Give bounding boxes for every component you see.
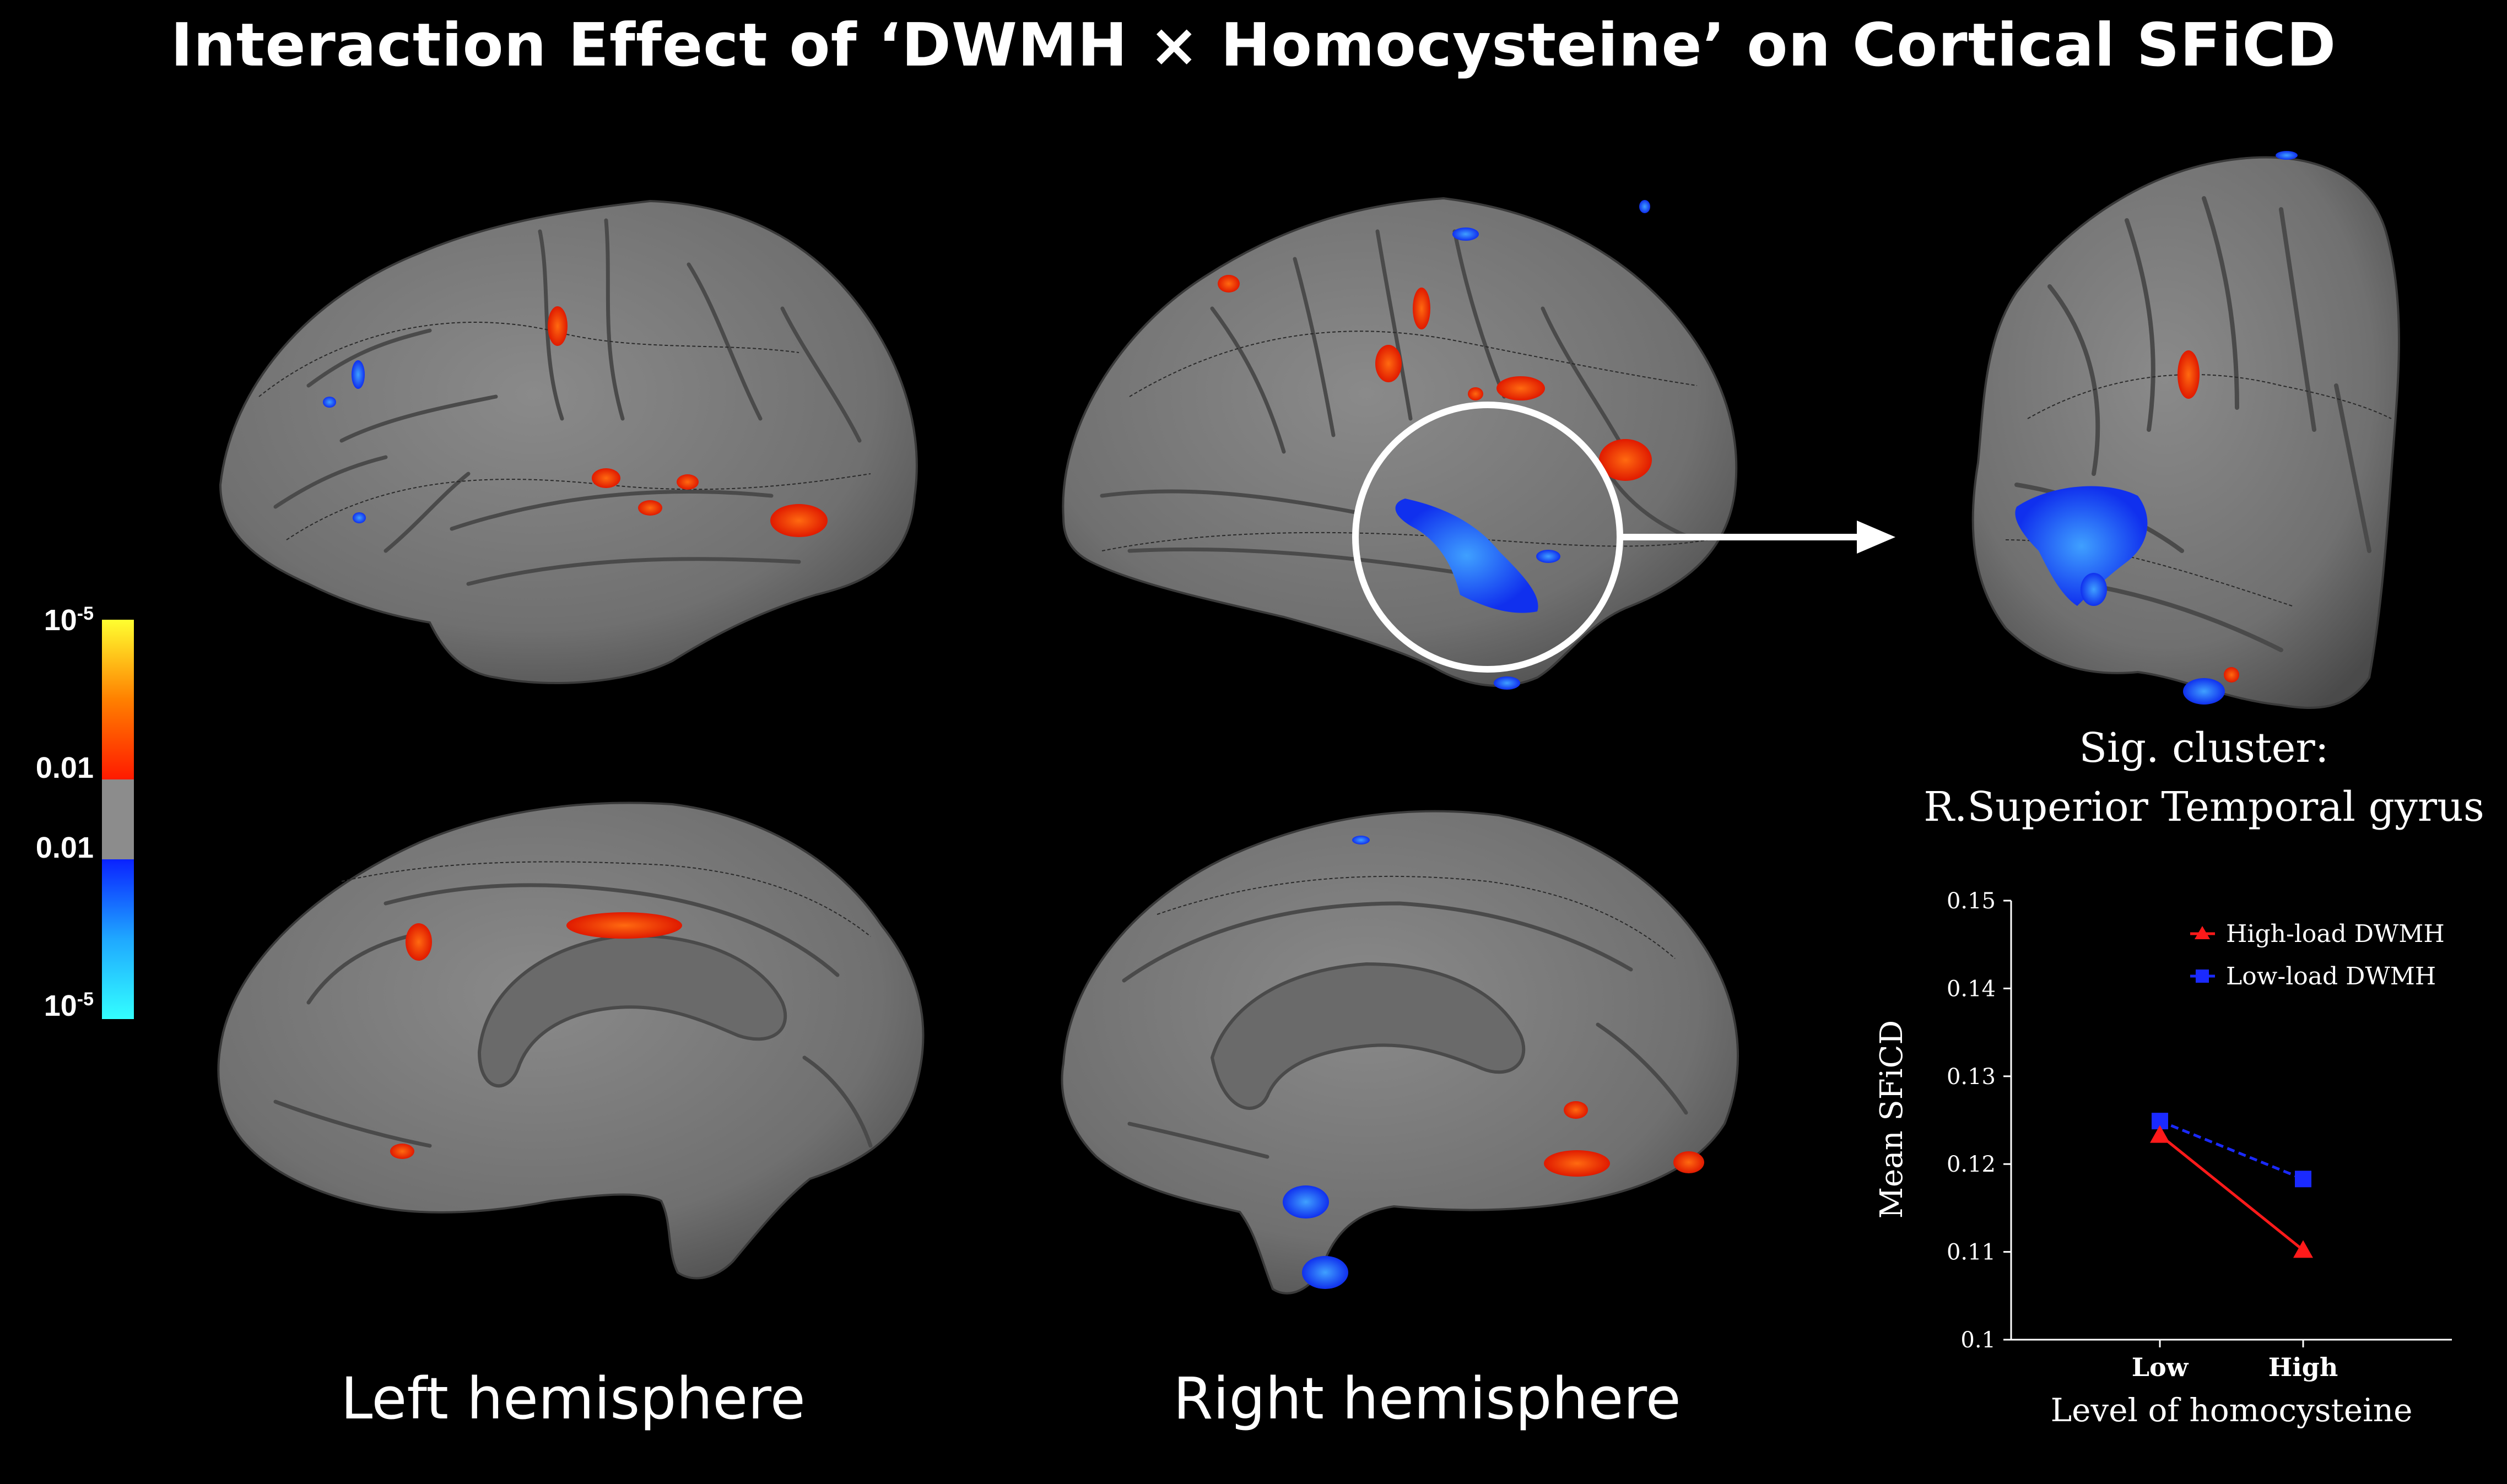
cluster-red bbox=[1468, 387, 1483, 400]
cluster-label-line2: R.Superior Temporal gyrus bbox=[1924, 783, 2484, 831]
colorbar-negative bbox=[102, 859, 134, 1019]
cluster-red bbox=[1564, 1101, 1588, 1119]
chart-x-axis-label: Level of homocysteine bbox=[2051, 1391, 2413, 1429]
zoomed-brain bbox=[1971, 151, 2400, 709]
y-tick-label: 0.1 bbox=[1960, 1328, 1996, 1353]
cluster-blue bbox=[1283, 1185, 1329, 1218]
series-point bbox=[2293, 1240, 2313, 1258]
series-point bbox=[2295, 1171, 2311, 1188]
chart-y-axis-label: Mean SFiCD bbox=[1874, 1020, 1910, 1219]
legend-label: High-load DWMH bbox=[2226, 920, 2445, 948]
right-lateral-brain bbox=[1062, 197, 1895, 690]
cluster-blue bbox=[352, 360, 365, 389]
cluster-blue bbox=[1302, 1256, 1348, 1289]
y-tick-label: 0.14 bbox=[1947, 976, 1996, 1001]
cluster-red bbox=[1544, 1150, 1610, 1177]
cluster-label: Sig. cluster: R.Superior Temporal gyrus bbox=[1901, 719, 2507, 837]
series-point bbox=[2150, 1125, 2170, 1143]
colorbar-tick-bottom: 10-5 bbox=[44, 989, 94, 1022]
cluster-red bbox=[770, 504, 828, 537]
cluster-blue bbox=[1536, 550, 1560, 563]
series-line bbox=[2159, 1119, 2304, 1180]
cluster-blue bbox=[1395, 499, 1538, 613]
cluster-red bbox=[638, 500, 662, 516]
cluster-red bbox=[1375, 345, 1402, 382]
left-medial-brain bbox=[217, 801, 925, 1280]
cluster-red bbox=[677, 474, 699, 490]
left-hemisphere-label: Left hemisphere bbox=[341, 1365, 806, 1432]
y-tick-label: 0.12 bbox=[1947, 1152, 1996, 1177]
legend-marker bbox=[2195, 926, 2210, 939]
legend-marker bbox=[2196, 970, 2209, 983]
cluster-red bbox=[1413, 288, 1430, 329]
cluster-blue bbox=[1452, 228, 1479, 241]
left-lateral-brain bbox=[219, 199, 918, 684]
colorbar-tick-pos-threshold: 0.01 bbox=[35, 751, 94, 784]
figure-title: Interaction Effect of ‘DWMH × Homocystei… bbox=[170, 11, 2337, 80]
y-tick-label: 0.13 bbox=[1947, 1064, 1996, 1090]
cluster-blue bbox=[1494, 676, 1520, 690]
cluster-red bbox=[406, 923, 432, 961]
cluster-red bbox=[548, 306, 568, 346]
right-hemisphere-label: Right hemisphere bbox=[1173, 1365, 1681, 1432]
cluster-blue bbox=[2015, 486, 2148, 606]
colorbar-tick-neg-threshold: 0.01 bbox=[35, 831, 94, 864]
cluster-red bbox=[1496, 376, 1545, 400]
cluster-red bbox=[1218, 275, 1240, 293]
cluster-blue bbox=[1639, 200, 1650, 213]
series-line bbox=[2159, 1134, 2304, 1252]
colorbar-neutral bbox=[102, 779, 134, 859]
x-tick-label: Low bbox=[2132, 1352, 2189, 1382]
zoom-arrow-head bbox=[1857, 521, 1895, 554]
cluster-red bbox=[2178, 350, 2200, 399]
cluster-blue bbox=[1352, 836, 1370, 844]
colorbar-positive bbox=[102, 620, 134, 779]
cluster-blue bbox=[2276, 151, 2298, 160]
y-tick-label: 0.11 bbox=[1947, 1240, 1996, 1265]
cluster-red bbox=[592, 468, 620, 488]
cluster-red bbox=[1673, 1151, 1704, 1173]
x-tick-label: High bbox=[2268, 1352, 2338, 1382]
cluster-label-line1: Sig. cluster: bbox=[2079, 724, 2329, 772]
cluster-blue bbox=[323, 397, 336, 408]
cluster-blue bbox=[2081, 573, 2107, 606]
interaction-chart: 0.1 0.11 0.12 0.13 0.14 0.15 Low High High-loa… bbox=[1874, 889, 2452, 1429]
cluster-red bbox=[566, 912, 682, 939]
cluster-red bbox=[390, 1144, 414, 1159]
cluster-blue bbox=[2183, 678, 2225, 705]
right-medial-brain bbox=[1061, 810, 1739, 1295]
y-tick-label: 0.15 bbox=[1947, 889, 1996, 914]
colorbar bbox=[102, 620, 134, 1019]
cluster-red bbox=[2224, 667, 2239, 683]
cluster-red bbox=[1599, 439, 1652, 481]
colorbar-tick-top: 10-5 bbox=[44, 603, 94, 637]
cluster-blue bbox=[353, 512, 366, 523]
legend-label: Low-load DWMH bbox=[2226, 962, 2436, 990]
